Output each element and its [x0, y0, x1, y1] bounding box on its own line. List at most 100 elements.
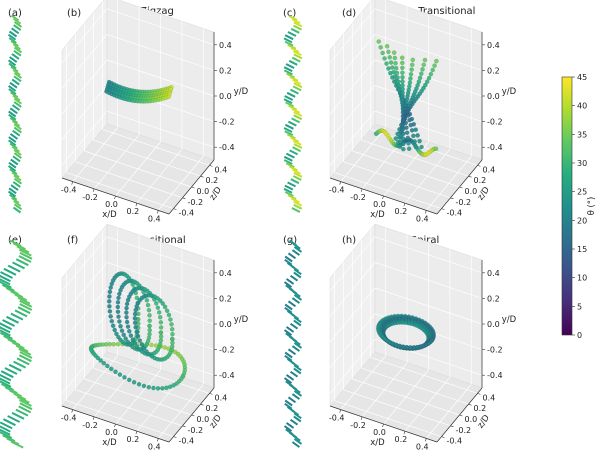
fiber-strip-segment — [2, 434, 16, 443]
z-tick-label: 0.2 — [474, 176, 487, 185]
fiber-strip-segment — [13, 152, 22, 159]
fiber-strip-segment — [283, 281, 293, 288]
axes-3d-(b): -0.4 -0.2 0.0 0.2 0.4 x/D 0.4 0.2 0.0 -0.2 -0.4 z/D… — [61, 0, 249, 223]
fiber-strip-segment — [283, 69, 293, 76]
scatter-point — [390, 65, 395, 70]
scatter-series-(f) — [88, 271, 188, 391]
fiber-strip-segment — [284, 184, 294, 191]
fiber-strip-segment — [13, 97, 22, 105]
y-tick-label: 0.0 — [487, 320, 500, 329]
scatter-point — [123, 336, 128, 341]
scatter-point — [407, 80, 413, 85]
scatter-point — [170, 340, 175, 346]
scatter-point — [420, 67, 425, 72]
fiber-strip-segment — [291, 249, 301, 256]
fiber-strip-segment — [0, 274, 11, 283]
scatter-point — [147, 331, 152, 337]
colorbar-tick-label: 30 — [577, 159, 587, 168]
scatter-point — [400, 113, 406, 119]
fiber-strip-segment — [11, 171, 20, 179]
scatter-point — [164, 308, 170, 313]
scatter-point — [400, 131, 406, 136]
fiber-strip-segment — [285, 326, 295, 333]
scatter-point — [413, 127, 418, 132]
fiber-strip-segment — [291, 168, 301, 175]
fiber-strip-segment — [15, 408, 29, 417]
fiber-strip-segment — [293, 24, 302, 31]
y-tick-label: 0.0 — [487, 92, 500, 101]
colorbar-label: θ (°) — [587, 197, 597, 216]
fiber-strip-segment — [16, 395, 30, 404]
fiber-strip-segment — [10, 40, 19, 47]
z-tick-label: -0.4 — [447, 209, 463, 218]
z-tick-label: 0.0 — [465, 415, 478, 424]
fiber-strip-segment — [293, 271, 302, 279]
scatter-point — [168, 317, 173, 322]
scatter-point — [419, 144, 424, 150]
fiber-strip-segment — [13, 21, 23, 28]
z-tick-label: -0.4 — [179, 209, 195, 218]
scatter-point — [107, 299, 112, 304]
fiber-strip-segment — [284, 354, 293, 362]
scatter-point — [155, 305, 161, 310]
scatter-point — [108, 314, 113, 319]
scatter-point — [413, 144, 419, 150]
y-tick-label: 0.4 — [219, 269, 232, 278]
scatter-point — [167, 384, 173, 390]
axes-3d-(h): -0.4 -0.2 0.0 0.2 0.4 x/D 0.4 0.2 0.0 -0.2 -0.4 z/D… — [329, 223, 517, 451]
fiber-strip-segment — [284, 40, 294, 47]
scatter-point — [137, 338, 143, 343]
scatter-point — [394, 70, 400, 76]
fiber-strip-segment — [13, 203, 23, 211]
x-tick-label: -0.2 — [350, 421, 366, 430]
fiber-strip-segment — [11, 341, 25, 350]
scatter-point — [154, 301, 159, 306]
fiber-strip-segment — [286, 133, 296, 140]
scatter-point — [169, 322, 174, 327]
fiber-strip-segment — [0, 380, 12, 388]
fiber-strip-segment — [283, 127, 293, 133]
scatter-point — [158, 338, 164, 343]
fiber-strip-segment — [293, 82, 303, 89]
colorbar-tick-label: 5 — [577, 302, 582, 311]
fiber-strip-segment — [291, 56, 301, 63]
y-tick-label: 0.0 — [219, 92, 232, 101]
z-axis-label: z/D — [208, 185, 224, 202]
x-tick-label: 0.0 — [373, 200, 386, 209]
scatter-point — [419, 71, 424, 77]
fiber-strip-segment — [12, 94, 21, 102]
fiber-strips — [0, 14, 303, 449]
scatter-point — [408, 76, 413, 81]
y-tick-label: 0.4 — [487, 41, 500, 50]
scatter-point — [151, 385, 156, 391]
scatter-point — [408, 71, 414, 77]
z-tick-label: 0.4 — [483, 165, 496, 174]
fiber-strip-segment — [19, 251, 33, 260]
scatter-point — [146, 384, 152, 390]
scatter-point — [95, 355, 101, 361]
fiber-strip-segment — [13, 72, 23, 79]
fiber-strip-segment — [292, 175, 302, 181]
x-axis-label: x/D — [102, 210, 117, 220]
fiber-strip-segment — [4, 367, 18, 375]
fiber-strip-segment — [289, 322, 299, 330]
scatter-point — [132, 320, 138, 325]
scatter-point — [130, 337, 136, 342]
x-tick-label: -0.4 — [61, 186, 77, 195]
y-tick-label: -0.2 — [219, 118, 235, 127]
fiber-strip-segment — [293, 200, 303, 207]
fiber-strip-segment — [11, 53, 20, 60]
scatter-point — [412, 139, 417, 144]
scatter-point — [124, 315, 129, 320]
fiber-strip-segment — [284, 399, 293, 407]
y-tick-label: 0.4 — [487, 269, 500, 278]
fiber-strip-segment — [0, 322, 13, 331]
scatter-series-(d) — [373, 39, 439, 158]
x-tick-label: -0.4 — [329, 414, 345, 423]
x-tick-label: -0.2 — [82, 193, 98, 202]
scatter-point — [170, 331, 175, 337]
fiber-strip-segment — [13, 392, 27, 401]
panel-letter-c: (c) — [283, 8, 296, 19]
fiber-strip-segment — [289, 149, 299, 156]
